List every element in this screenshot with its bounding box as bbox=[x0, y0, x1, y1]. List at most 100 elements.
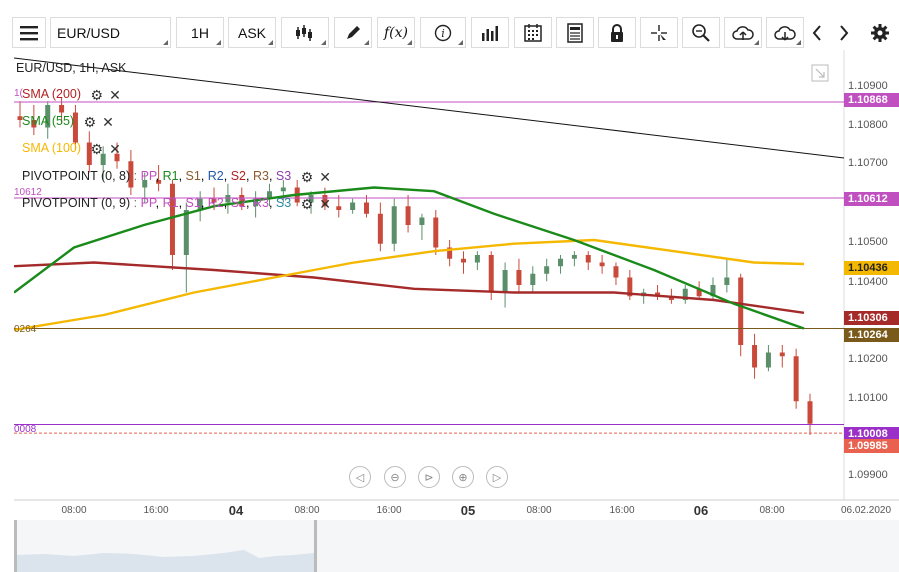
price-badge: 1.09985 bbox=[844, 439, 899, 453]
gear-icon[interactable]: ⚙ bbox=[300, 195, 314, 212]
x-tick: 16:00 bbox=[376, 505, 402, 516]
candle-body bbox=[31, 120, 37, 128]
calendar-icon bbox=[524, 23, 542, 42]
candle-body bbox=[599, 262, 605, 267]
candle bbox=[752, 333, 758, 379]
candle bbox=[350, 198, 356, 214]
pivot2-r1: R1 bbox=[162, 196, 179, 210]
candle-body bbox=[128, 161, 134, 188]
pivot1-r2: R2 bbox=[207, 169, 224, 183]
candle-body bbox=[266, 191, 272, 199]
candle bbox=[363, 195, 369, 218]
volume-button[interactable] bbox=[471, 17, 509, 48]
gear-icon[interactable]: ⚙ bbox=[83, 113, 97, 130]
cloud-download-icon bbox=[774, 25, 796, 41]
timeframe-selector[interactable]: 1H bbox=[176, 17, 224, 48]
timeframe-label: 1H bbox=[191, 24, 209, 41]
pan-right-button[interactable]: ▷ bbox=[486, 466, 508, 488]
close-icon[interactable]: ✕ bbox=[109, 140, 121, 157]
fullscreen-button[interactable] bbox=[811, 64, 829, 82]
candle bbox=[724, 258, 730, 293]
scroll-right-button[interactable] bbox=[833, 17, 855, 48]
navigator-handle-left[interactable] bbox=[14, 520, 17, 572]
download-button[interactable] bbox=[766, 17, 804, 48]
settings-button[interactable] bbox=[865, 17, 895, 48]
chart-area[interactable]: EUR/USD, 1H, ASK SMA (200) ⚙ ✕ SMA (55) ⚙… bbox=[14, 50, 899, 572]
gear-icon[interactable]: ⚙ bbox=[90, 86, 104, 103]
chart-type-button[interactable] bbox=[281, 17, 329, 48]
data-table-button[interactable] bbox=[556, 17, 594, 48]
candle bbox=[253, 191, 259, 218]
x-tick: 08:00 bbox=[759, 505, 785, 516]
zoom-in-icon: ⊕ bbox=[458, 471, 468, 484]
draw-tool-button[interactable] bbox=[334, 17, 372, 48]
menu-button[interactable] bbox=[12, 17, 46, 48]
candle-body bbox=[447, 247, 453, 259]
close-icon[interactable]: ✕ bbox=[109, 86, 121, 103]
pencil-icon bbox=[347, 25, 360, 39]
triangle-left-icon: ◁ bbox=[355, 471, 365, 484]
candle bbox=[433, 210, 439, 255]
chevron-left-icon bbox=[812, 24, 821, 41]
indicator-lines-group bbox=[14, 57, 845, 434]
zoom-out-button[interactable]: ⊖ bbox=[384, 466, 406, 488]
candle-body bbox=[696, 288, 702, 297]
gear-icon[interactable]: ⚙ bbox=[300, 168, 314, 185]
candle bbox=[225, 183, 231, 214]
candle bbox=[558, 255, 564, 274]
sma100-line bbox=[14, 238, 805, 332]
candle bbox=[336, 195, 342, 218]
price-type-selector[interactable]: ASK bbox=[228, 17, 276, 48]
price-chart[interactable] bbox=[14, 50, 899, 572]
candlestick-icon bbox=[296, 24, 312, 41]
pivot1-r1: R1 bbox=[162, 169, 179, 183]
pivot2-s1: S1 bbox=[185, 196, 201, 210]
navigator-handle[interactable] bbox=[314, 520, 317, 572]
candle bbox=[599, 255, 605, 274]
zoom-button[interactable] bbox=[682, 17, 720, 48]
candle-body bbox=[72, 112, 78, 143]
candle-body bbox=[45, 105, 51, 128]
lock-button[interactable] bbox=[598, 17, 636, 48]
pivot2-r2: R2 bbox=[207, 196, 224, 210]
x-tick-day: 04 bbox=[228, 503, 244, 518]
candle bbox=[405, 195, 411, 233]
candle bbox=[682, 285, 688, 304]
info-button[interactable]: i bbox=[420, 17, 466, 48]
close-icon[interactable]: ✕ bbox=[319, 168, 331, 185]
candle bbox=[183, 202, 189, 293]
upload-button[interactable] bbox=[724, 17, 762, 48]
left-level-label: 0264 bbox=[14, 324, 37, 335]
candle-body bbox=[544, 266, 550, 274]
gear-icon[interactable]: ⚙ bbox=[90, 140, 104, 157]
indicators-button[interactable]: f(x) bbox=[377, 17, 415, 48]
close-icon[interactable]: ✕ bbox=[102, 113, 114, 130]
candle-body bbox=[363, 202, 369, 214]
pan-left-button[interactable]: ◁ bbox=[349, 466, 371, 488]
candle bbox=[502, 262, 508, 308]
symbol-selector[interactable]: EUR/USD bbox=[50, 17, 171, 48]
info-icon: i bbox=[434, 24, 452, 41]
candle bbox=[266, 183, 272, 207]
x-tick-day: 06 bbox=[693, 503, 709, 518]
close-icon[interactable]: ✕ bbox=[319, 195, 331, 212]
crosshair-button[interactable] bbox=[640, 17, 678, 48]
x-tick: 08:00 bbox=[61, 505, 87, 516]
pivot1-pp: PP bbox=[140, 169, 156, 183]
candle-body bbox=[391, 206, 397, 244]
candle bbox=[72, 105, 78, 150]
pivot1-label: PIVOTPOINT (0, 8) bbox=[22, 169, 131, 183]
candle-body bbox=[585, 255, 591, 263]
zoom-in-button[interactable]: ⊕ bbox=[452, 466, 474, 488]
calendar-button[interactable] bbox=[514, 17, 552, 48]
reset-view-button[interactable]: ⊳ bbox=[418, 466, 440, 488]
scroll-left-button[interactable] bbox=[806, 17, 828, 48]
candle-body bbox=[765, 352, 771, 368]
zoom-out-icon: ⊖ bbox=[390, 471, 400, 484]
left-level-label: 10612 bbox=[14, 187, 42, 198]
candle bbox=[31, 105, 37, 135]
candle bbox=[738, 273, 744, 357]
candle-body bbox=[156, 180, 162, 184]
symbol-label: EUR/USD bbox=[57, 24, 121, 41]
trend-line bbox=[14, 57, 845, 159]
